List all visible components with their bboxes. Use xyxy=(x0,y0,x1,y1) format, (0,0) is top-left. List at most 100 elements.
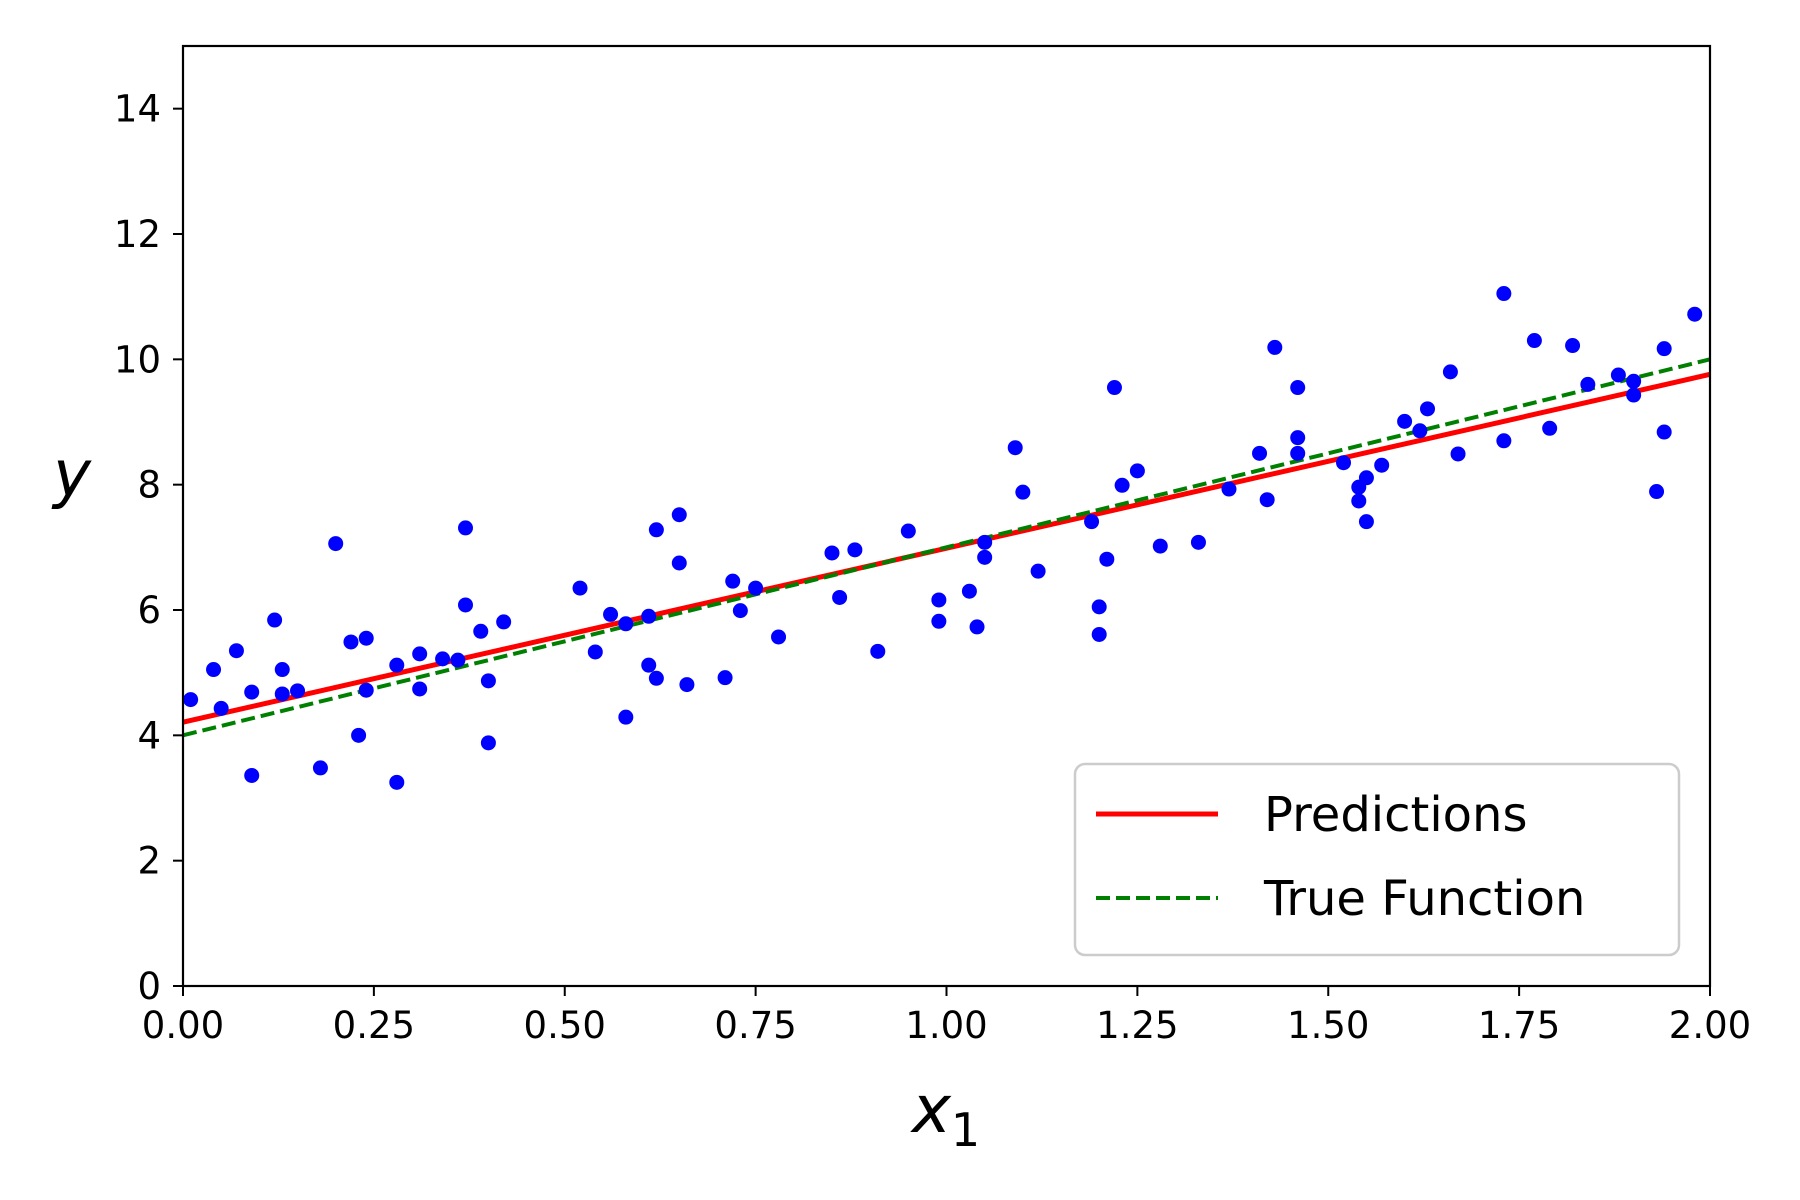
data-point xyxy=(1267,339,1283,355)
data-point xyxy=(1496,286,1512,302)
data-point xyxy=(1221,481,1237,497)
data-point xyxy=(725,573,741,589)
y-tick-label: 8 xyxy=(137,464,161,507)
data-point xyxy=(1542,420,1558,436)
legend-label-predictions: Predictions xyxy=(1264,787,1527,843)
data-point xyxy=(847,542,863,558)
data-point xyxy=(1649,484,1665,500)
x-tick-label: 1.00 xyxy=(905,1004,987,1047)
data-point xyxy=(389,657,405,673)
data-point xyxy=(771,629,787,645)
data-point xyxy=(969,619,985,635)
data-point xyxy=(351,727,367,743)
data-point xyxy=(450,652,466,668)
data-point xyxy=(977,534,993,550)
data-point xyxy=(1450,446,1466,462)
data-point xyxy=(1336,455,1352,471)
y-axis-title: y xyxy=(51,438,92,512)
data-point xyxy=(1565,338,1581,354)
data-point xyxy=(900,523,916,539)
x-tick-label: 1.75 xyxy=(1478,1004,1560,1047)
data-point xyxy=(1358,470,1374,486)
x-tick-label: 0.25 xyxy=(333,1004,415,1047)
data-point xyxy=(206,662,222,678)
data-point xyxy=(1626,387,1642,403)
data-point xyxy=(1152,538,1168,554)
data-point xyxy=(343,634,359,650)
data-point xyxy=(832,589,848,605)
data-point xyxy=(480,735,496,751)
data-point xyxy=(1106,380,1122,396)
data-point xyxy=(748,580,764,596)
data-point xyxy=(183,692,199,708)
data-point xyxy=(961,583,977,599)
x-axis-title-subscript: 1 xyxy=(951,1103,980,1157)
data-point xyxy=(480,673,496,689)
y-tick-label: 10 xyxy=(114,338,161,381)
data-point xyxy=(572,580,588,596)
data-point xyxy=(228,643,244,659)
data-point xyxy=(1656,424,1672,440)
data-point xyxy=(1290,380,1306,396)
legend-box xyxy=(1073,762,1681,957)
data-point xyxy=(435,651,451,667)
data-point xyxy=(1084,514,1100,530)
y-tick-label: 4 xyxy=(137,714,161,757)
data-point xyxy=(412,646,428,662)
data-point xyxy=(290,683,306,699)
data-point xyxy=(1397,413,1413,429)
data-point xyxy=(603,606,619,622)
data-point xyxy=(312,760,328,776)
x-tick-label: 0.75 xyxy=(714,1004,796,1047)
data-point xyxy=(1091,626,1107,642)
data-point xyxy=(389,774,405,790)
data-point xyxy=(1496,433,1512,449)
data-point xyxy=(1030,563,1046,579)
data-point xyxy=(870,643,886,659)
data-point xyxy=(1252,445,1268,461)
data-point xyxy=(641,608,657,624)
x-axis: 0.00 0.25 0.50 0.75 1.00 1.25 1.50 1.75 2.00 xyxy=(142,986,1751,1047)
data-point xyxy=(618,616,634,632)
data-point xyxy=(618,709,634,725)
data-point xyxy=(1129,463,1145,479)
data-point xyxy=(274,686,290,702)
y-axis: 0 2 4 6 8 10 12 14 xyxy=(114,88,183,1008)
y-tick-label: 2 xyxy=(137,840,161,883)
data-point xyxy=(1015,484,1031,500)
points-layer xyxy=(183,286,1703,790)
data-point xyxy=(1190,534,1206,550)
data-point xyxy=(732,603,748,619)
data-point xyxy=(679,677,695,693)
data-point xyxy=(1259,492,1275,508)
series-line-true-function xyxy=(182,357,1711,738)
data-point xyxy=(496,614,512,630)
data-point xyxy=(671,507,687,523)
y-tick-label: 12 xyxy=(114,213,161,256)
data-point xyxy=(1420,401,1436,417)
data-point xyxy=(671,555,687,571)
data-point xyxy=(244,684,260,700)
data-point xyxy=(1626,373,1642,389)
x-axis-title: x1 xyxy=(910,1071,980,1157)
data-point xyxy=(717,670,733,686)
data-point xyxy=(412,681,428,697)
data-point xyxy=(1290,445,1306,461)
x-tick-label: 2.00 xyxy=(1669,1004,1751,1047)
data-point xyxy=(1099,551,1115,567)
y-tick-label: 14 xyxy=(114,88,161,131)
data-point xyxy=(358,630,374,646)
y-tick-label: 0 xyxy=(137,965,161,1008)
data-point xyxy=(648,670,664,686)
data-point xyxy=(1290,430,1306,446)
data-point xyxy=(648,522,664,538)
x-tick-label: 1.50 xyxy=(1287,1004,1369,1047)
data-point xyxy=(457,520,473,536)
data-point xyxy=(1351,493,1367,509)
data-point xyxy=(1526,333,1542,349)
data-point xyxy=(1412,423,1428,439)
y-tick-label: 6 xyxy=(137,589,161,632)
data-point xyxy=(1358,514,1374,530)
legend: Predictions True Function xyxy=(1073,762,1681,957)
